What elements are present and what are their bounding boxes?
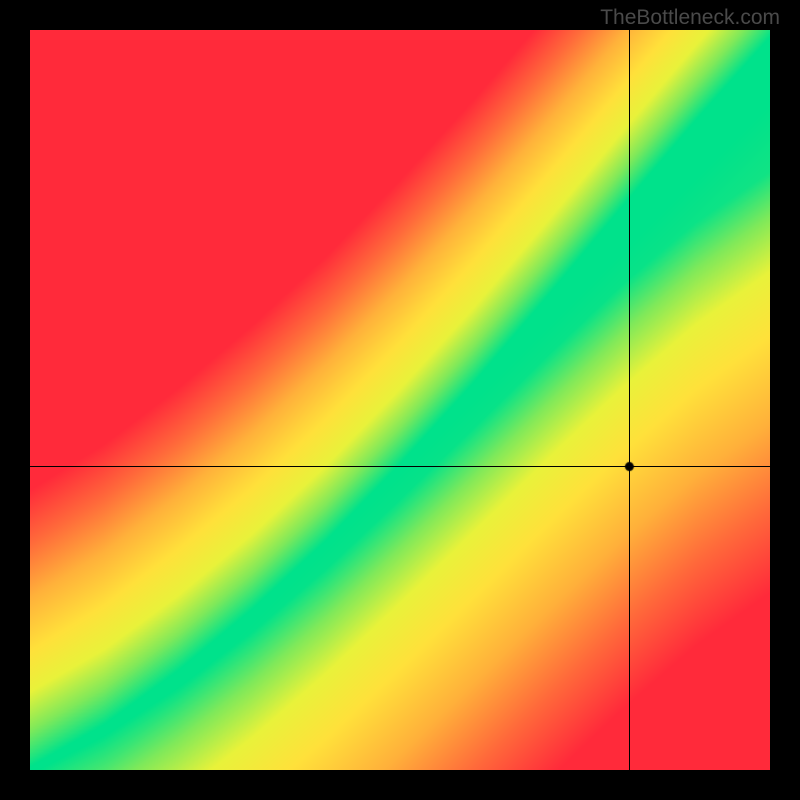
crosshair-dot [30,30,770,770]
plot-area [30,30,770,770]
watermark-text: TheBottleneck.com [600,6,780,30]
